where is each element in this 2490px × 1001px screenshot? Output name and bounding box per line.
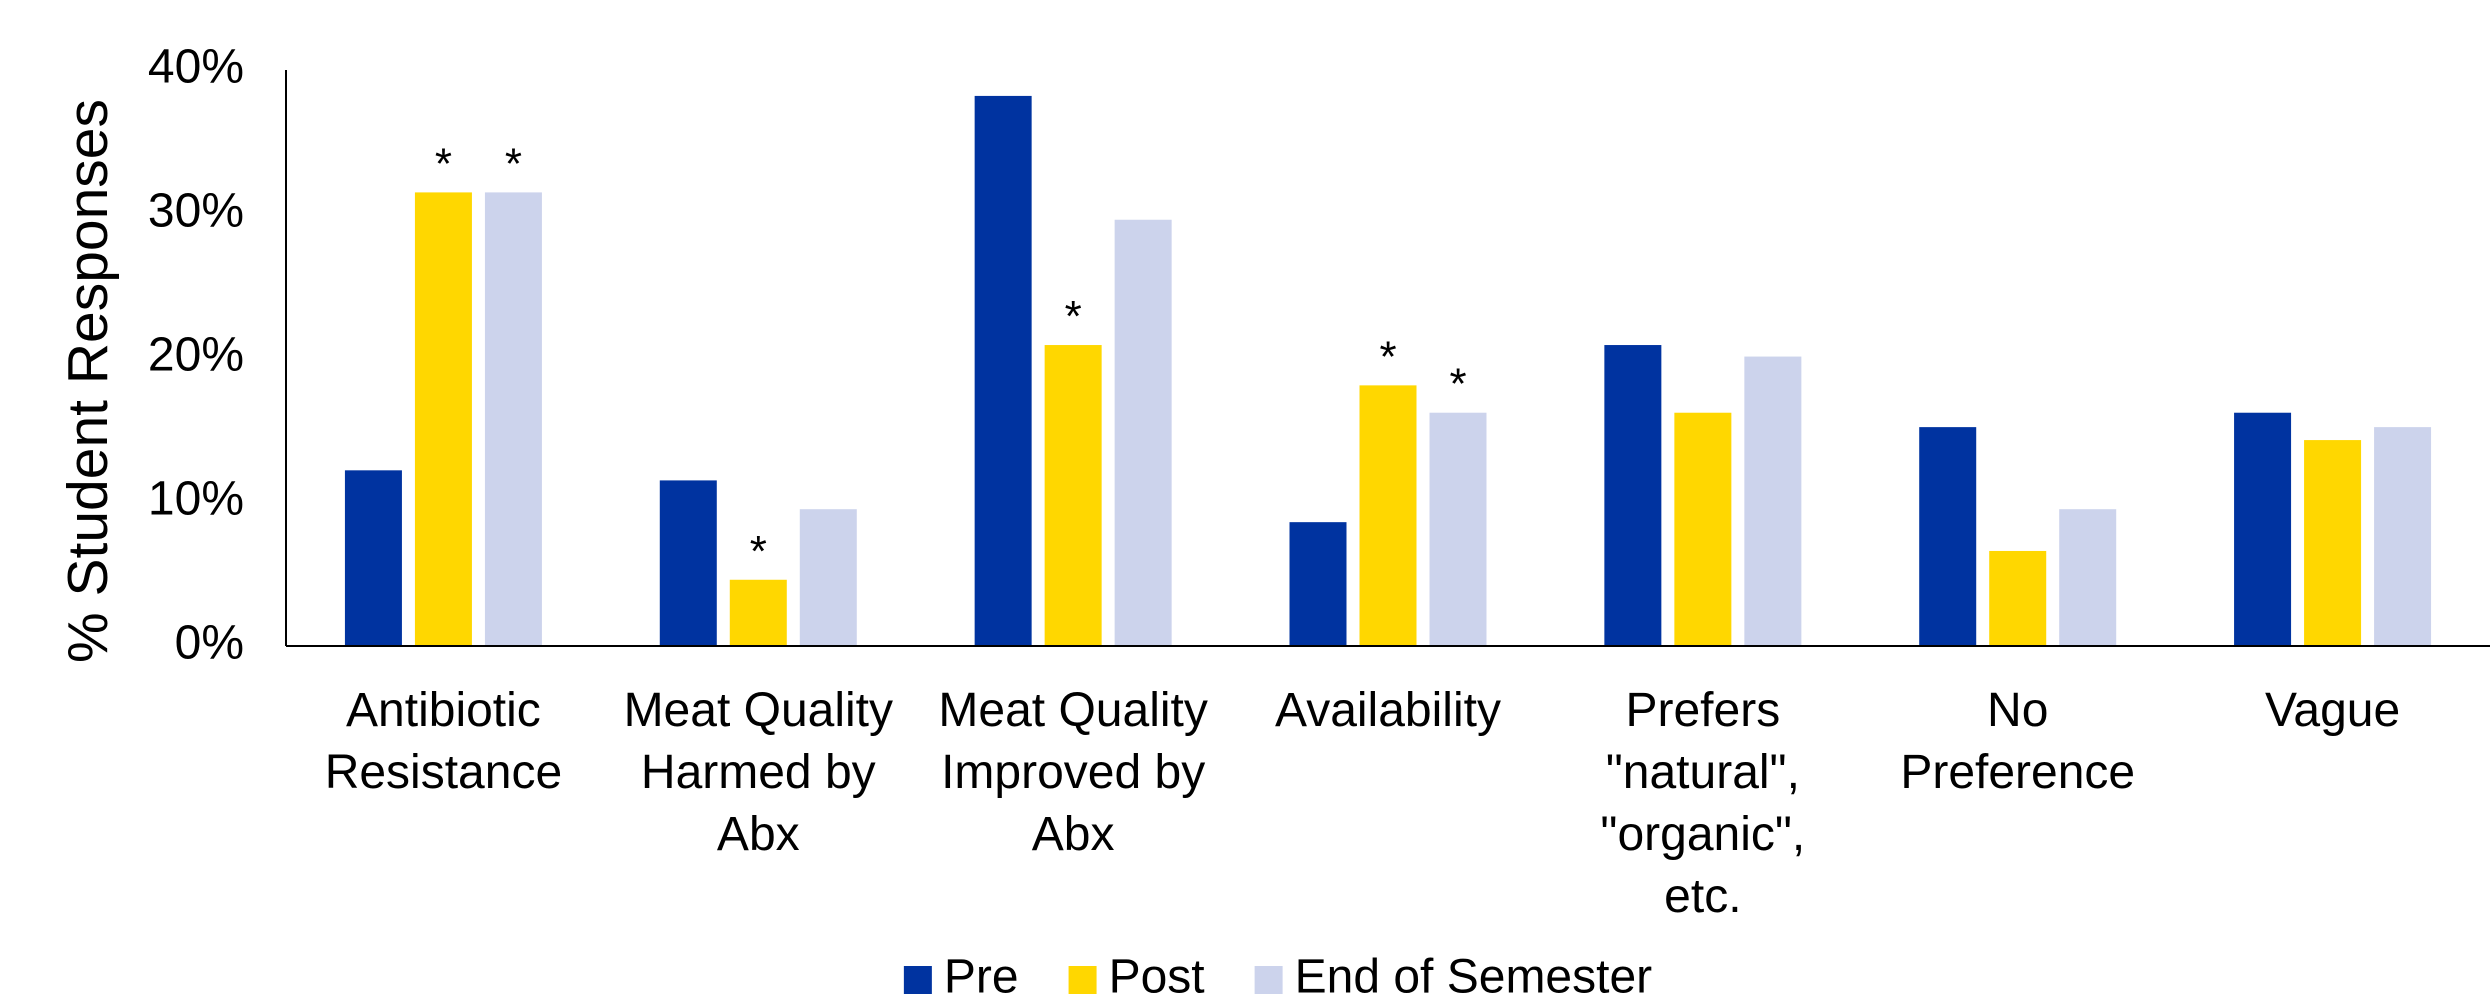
x-tick-label: Availability	[1275, 684, 1501, 737]
x-tick-label: No Preference	[1900, 684, 2135, 799]
bar	[484, 192, 542, 646]
bar	[2059, 509, 2117, 646]
y-tick-label: 10%	[148, 473, 244, 526]
y-tick-label: 30%	[148, 185, 244, 238]
bar	[1114, 219, 1172, 646]
bar	[2234, 412, 2292, 646]
bar	[1919, 427, 1977, 646]
x-tick-label: Antibiotic Resistance	[325, 684, 562, 799]
bar	[1429, 412, 1487, 646]
bar	[1744, 356, 1802, 646]
significance-marker: *	[505, 139, 522, 188]
bar	[799, 509, 857, 646]
legend-label: End of Semester	[1295, 951, 1653, 1001]
x-tick-label: Meat Quality Harmed by Abx	[624, 684, 893, 861]
y-tick-label: 40%	[148, 41, 244, 94]
bar	[729, 579, 787, 646]
significance-marker: *	[1379, 332, 1396, 381]
y-tick-label: 0%	[175, 617, 244, 670]
legend-swatch	[1254, 966, 1283, 994]
significance-marker: *	[1449, 360, 1466, 409]
bar	[2304, 440, 2362, 646]
significance-marker: *	[435, 139, 452, 188]
legend-label: Post	[1109, 951, 1205, 1001]
legend-swatch	[903, 966, 932, 994]
bar	[1989, 550, 2047, 646]
bar	[2374, 427, 2432, 646]
legend-label: Pre	[944, 951, 1019, 1001]
x-tick-label: Meat Quality Improved by Abx	[938, 684, 1207, 861]
bar	[1044, 345, 1102, 646]
bar	[659, 480, 717, 646]
significance-marker: *	[1065, 292, 1082, 341]
bar	[1674, 412, 1732, 646]
bar	[1604, 345, 1662, 646]
x-tick-label: Prefers "natural", "organic", etc.	[1600, 684, 1805, 923]
legend-swatch	[1068, 966, 1097, 994]
legend: Pre Post End of Semester	[903, 951, 1653, 1001]
x-tick-label: Vague	[2265, 684, 2400, 737]
bar	[1289, 522, 1347, 646]
significance-marker: *	[750, 527, 767, 576]
bar	[974, 95, 1032, 647]
bar	[414, 192, 472, 646]
y-axis-title: % Student Responses	[56, 99, 120, 663]
y-tick-label: 20%	[148, 329, 244, 382]
bar	[1359, 385, 1417, 646]
bar	[344, 470, 402, 646]
